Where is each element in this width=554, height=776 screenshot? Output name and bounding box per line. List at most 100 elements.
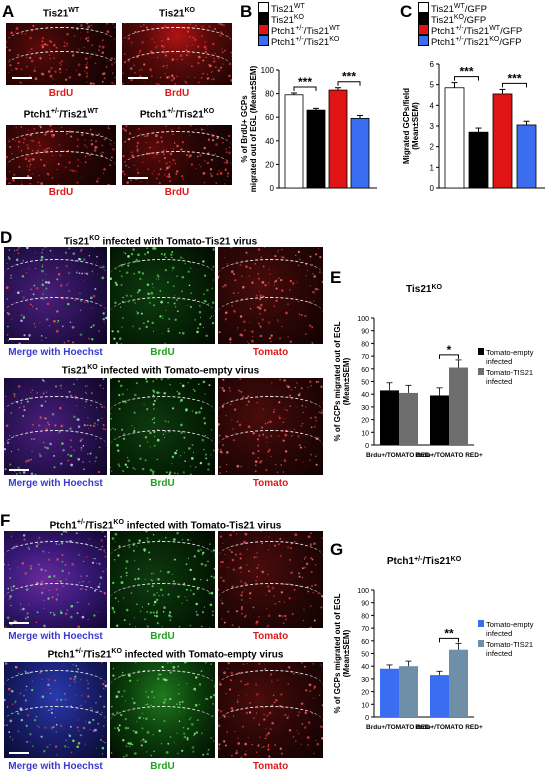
significance-label: ***: [507, 71, 521, 85]
legend-swatch: [258, 35, 269, 46]
micrograph-d-merge-2: [4, 378, 107, 475]
panel-a-title-4: Ptch1+/-/Tis21KO: [139, 108, 215, 121]
micrograph-f-brdu-1: [110, 531, 215, 628]
legend-label: KO: [293, 13, 305, 21]
y-tick-label: 50: [361, 652, 369, 659]
legend-label: Tomato-empty: [486, 620, 534, 629]
legend-label: /Tis21: [303, 26, 330, 37]
micrograph-label: BrdU: [150, 478, 175, 489]
panel-d-title-2: Tis21KO infected with Tomato-empty virus: [61, 364, 260, 377]
y-axis-label: migrated out of EGL (Mean±SEM): [249, 65, 258, 192]
legend-label: +/-: [455, 35, 464, 43]
micrograph-label: Merge with Hoechst: [8, 478, 103, 489]
micrograph-d-brdu-2: [110, 378, 215, 475]
legend-swatch: [478, 620, 484, 627]
bar: [399, 392, 418, 445]
micrograph-d-merge-1: [4, 247, 107, 344]
panel-letter-f: F: [0, 511, 11, 530]
legend-label: KO: [453, 13, 465, 21]
significance-label: ***: [342, 70, 356, 84]
legend-label: /Tis21: [303, 37, 330, 48]
micrograph-f-merge-2: [4, 662, 107, 758]
micrograph-tis21-ko: [122, 23, 232, 85]
y-axis-label: (Mean±SEM): [342, 357, 351, 405]
y-tick-label: 0: [365, 715, 369, 722]
legend-label: /GFP: [464, 15, 487, 26]
chart-title: Tis21KO: [406, 284, 442, 296]
micrograph-label: BrdU: [150, 761, 175, 772]
legend-label: +/-: [295, 24, 304, 32]
legend-entry: Ptch1+/-/Tis21WT/GFP: [418, 24, 522, 37]
y-tick-label: 80: [361, 341, 369, 348]
y-tick-label: 10: [361, 430, 369, 437]
micrograph-label: Merge with Hoechst: [8, 347, 103, 358]
legend-entry: Ptch1+/-/Tis21KO/GFP: [418, 35, 522, 48]
bar: [350, 117, 370, 189]
legend-label: Tis21: [431, 15, 454, 26]
significance-bracket: [454, 76, 479, 81]
significance-bracket: [337, 81, 361, 86]
micrograph-f-tomato-2: [218, 662, 323, 758]
micrograph-label: BrdU: [164, 88, 190, 99]
significance-label: ***: [298, 75, 312, 89]
chart-g: Ptch1+/-/Tis21KO 0 10 20 30 40 50 60 70 80 90 100 % …: [333, 556, 534, 732]
micrograph-label: BrdU: [48, 187, 74, 198]
y-tick-label: 2: [430, 143, 435, 152]
y-tick-label: 50: [361, 380, 369, 387]
y-tick-label: 6: [430, 60, 435, 69]
bar: [449, 649, 468, 717]
chart-c: 0 1 2 3 4 5 6 Migrated GCPs/field (Mean±SEM) *** *…: [402, 60, 545, 193]
significance-bracket: [502, 82, 527, 88]
significance-bracket: [293, 86, 317, 92]
legend-label: Tis21: [271, 4, 294, 15]
micrograph-label: Tomato: [252, 761, 289, 772]
bar: [399, 666, 418, 717]
legend-entry: Tis21WT: [258, 2, 305, 15]
legend-label: KO: [489, 35, 500, 43]
bar: [468, 131, 489, 189]
bar: [430, 395, 449, 445]
y-tick-label: 20: [265, 160, 274, 169]
y-tick-label: 80: [361, 613, 369, 620]
x-tick-label: Brdu+/TOMATO RED+: [415, 452, 483, 459]
y-tick-label: 80: [265, 90, 274, 99]
micrograph-ptch1-tis21-ko: [122, 125, 232, 185]
micrograph-label: BrdU: [150, 631, 175, 642]
legend-entry: Tis21KO/GFP: [418, 13, 486, 26]
y-tick-label: 100: [357, 588, 369, 595]
y-axis-label: Migrated GCPs/field: [402, 88, 411, 164]
y-axis-label: % of GCPs migrated out of EGL: [333, 321, 342, 441]
bar: [306, 109, 326, 189]
x-tick-label: Brdu+/TOMATO RED+: [415, 724, 483, 731]
bar: [449, 367, 468, 445]
y-tick-label: 0: [430, 184, 435, 193]
y-axis-label: (Mean±SEM): [342, 629, 351, 677]
legend-label: Tis21: [271, 15, 294, 26]
legend-label: WT: [489, 24, 501, 32]
y-tick-label: 90: [361, 601, 369, 608]
micrograph-label: BrdU: [48, 88, 74, 99]
legend-swatch: [478, 368, 484, 375]
legend-label: Ptch1: [271, 37, 296, 48]
significance-bracket: [439, 354, 459, 359]
chart-title: Ptch1+/-/Tis21KO: [387, 556, 462, 568]
legend-entry: Ptch1+/-/Tis21KO: [258, 35, 339, 48]
panel-letter-g: G: [330, 540, 344, 559]
y-tick-label: 100: [357, 316, 369, 323]
panel-letter-d: D: [0, 228, 13, 247]
legend-swatch: [418, 2, 429, 13]
y-tick-label: 4: [430, 101, 435, 110]
y-tick-label: 100: [261, 66, 275, 75]
legend-entry: Tis21KO: [258, 13, 304, 26]
legend-label: Tis21: [431, 4, 454, 15]
panel-f-title-2: Ptch1+/-/Tis21KO infected with Tomato-em…: [47, 648, 284, 661]
legend-label: infected: [486, 357, 512, 366]
legend-label: infected: [486, 629, 512, 638]
y-axis-label: % of BrdU+ GCPs: [240, 95, 249, 163]
legend-label: /GFP: [500, 26, 523, 37]
y-tick-label: 70: [361, 626, 369, 633]
y-tick-label: 0: [270, 184, 275, 193]
legend-label: infected: [486, 377, 512, 386]
legend-swatch: [418, 24, 429, 35]
panel-letter-e: E: [330, 268, 342, 287]
